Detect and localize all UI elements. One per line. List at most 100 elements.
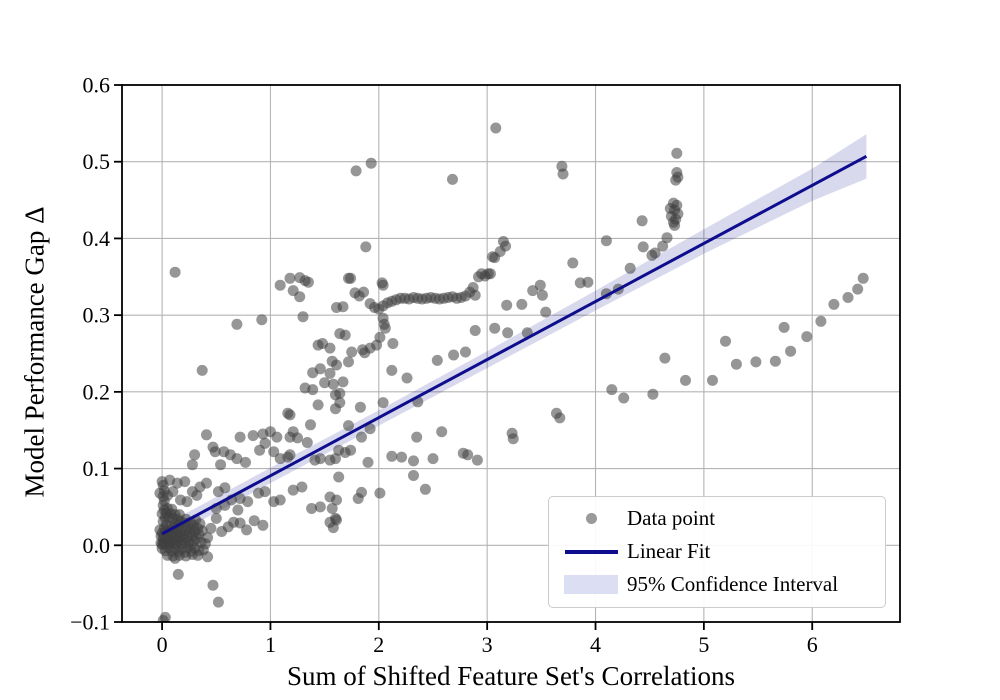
x-tick-label: 2 [373,632,384,657]
line-sample-icon [564,549,618,554]
data-point [274,494,286,506]
data-point [387,338,399,349]
data-point [769,355,781,367]
data-point [680,374,691,386]
data-point [202,551,214,563]
data-point [324,342,336,354]
data-point [247,430,259,442]
data-point [189,449,201,461]
data-point [707,374,718,386]
data-point [169,266,181,278]
data-point [210,512,222,524]
legend: Data point Linear Fit 95% Confidence Int… [548,496,886,608]
data-point [186,459,198,471]
data-point [730,358,742,370]
data-point [201,429,212,441]
y-tick-label: 0.5 [83,149,111,174]
data-point [801,331,813,343]
data-point [205,522,217,534]
data-point [411,431,423,443]
data-point [647,388,659,400]
data-point [582,276,594,288]
data-point [401,372,413,384]
data-point [166,503,178,515]
y-tick-label: 0.3 [83,303,111,328]
data-point [386,450,398,462]
y-tick-label: 0.2 [83,379,111,404]
data-point [271,431,283,443]
data-point [167,486,179,498]
data-point [857,272,869,284]
data-point [567,257,579,269]
data-point [259,437,271,449]
data-point [287,484,299,496]
data-point [669,219,681,231]
data-point [490,122,502,134]
data-point [284,449,296,461]
data-point [661,232,673,244]
data-point [302,276,314,288]
data-point [649,247,661,259]
data-point [343,420,354,432]
data-point [319,377,331,389]
data-point [294,272,306,284]
data-point [234,431,246,443]
data-point [248,515,260,527]
x-tick-label: 0 [157,632,168,657]
x-tick-label: 6 [807,632,818,657]
data-point [624,262,636,274]
legend-label-data-point: Data point [627,506,716,530]
data-point [324,516,336,528]
data-point [181,496,193,508]
data-point [314,453,326,465]
data-point [377,279,389,291]
data-point [312,399,324,411]
data-point [484,268,496,280]
x-axis-label: Sum of Shifted Feature Set's Correlation… [286,661,736,691]
data-point [436,426,448,438]
data-point [331,359,342,371]
legend-swatch-cell [563,513,619,524]
data-point [231,318,243,330]
data-point [297,311,309,323]
y-axis-label: Model Performance Gap Δ [19,206,50,498]
data-point [557,168,569,180]
data-point [469,325,481,336]
data-point [294,291,306,303]
data-point [377,397,389,409]
data-point [296,481,308,493]
y-tick-label: 0.6 [83,73,111,98]
band-sample-icon [564,575,618,594]
data-point [720,335,731,347]
data-point [671,147,683,159]
data-point [324,367,336,379]
data-point [202,532,214,544]
data-point [471,454,483,466]
data-point [256,314,268,326]
data-point [343,356,354,368]
data-point [489,322,501,334]
data-point [554,412,566,424]
data-point [241,524,253,536]
data-point [305,419,316,431]
data-point [231,453,243,465]
data-point [408,455,419,467]
data-point [196,364,208,376]
data-point [219,482,231,494]
data-point [670,174,682,186]
data-point [365,157,377,169]
data-point [462,449,474,461]
data-point [356,431,367,443]
data-point [307,384,319,396]
data-point [240,456,251,468]
data-point [364,423,376,435]
legend-label-confidence-interval: 95% Confidence Interval [627,572,839,596]
data-point [337,301,349,313]
data-point [379,322,391,334]
data-point [212,596,224,608]
data-point [268,446,280,458]
data-point [419,483,431,495]
data-point [828,298,840,310]
legend-item-data-point: Data point [549,502,885,535]
